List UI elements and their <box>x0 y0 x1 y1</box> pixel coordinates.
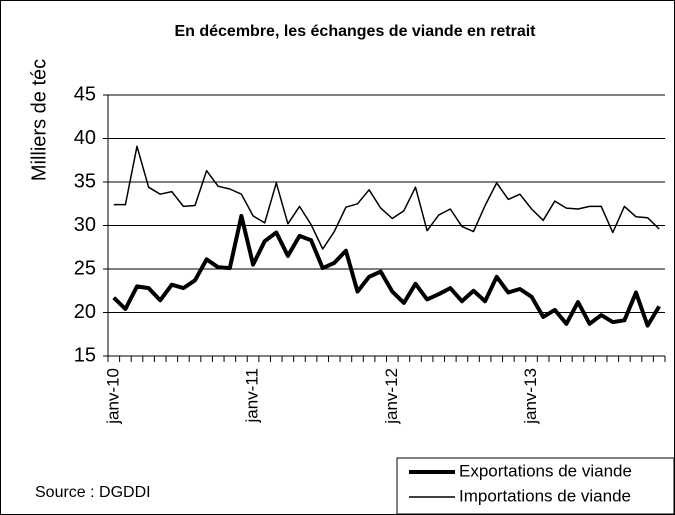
x-tick-label: janv-12 <box>382 368 401 425</box>
legend-box <box>396 457 675 515</box>
y-tick-label: 40 <box>74 127 96 149</box>
x-tick-label: janv-10 <box>103 368 122 425</box>
y-tick-label: 25 <box>74 257 96 279</box>
source: Source : DGDDI <box>35 484 151 501</box>
y-tick-label: 15 <box>74 344 96 366</box>
chart-title: En décembre, les échanges de viande en r… <box>174 23 536 40</box>
y-tick-label: 30 <box>74 214 96 236</box>
series-line <box>112 213 661 328</box>
y-tick-label: 35 <box>74 170 96 192</box>
series-line <box>113 145 660 250</box>
y-axis-label: Milliers de téc <box>28 59 50 181</box>
legend-label: Exportations de viande <box>459 461 632 480</box>
y-tick-label: 45 <box>74 83 96 105</box>
legend-label: Importations de viande <box>459 486 631 505</box>
x-tick-label: janv-11 <box>243 368 262 424</box>
y-tick-label: 20 <box>74 301 96 323</box>
x-tick-label: janv-13 <box>521 368 540 425</box>
